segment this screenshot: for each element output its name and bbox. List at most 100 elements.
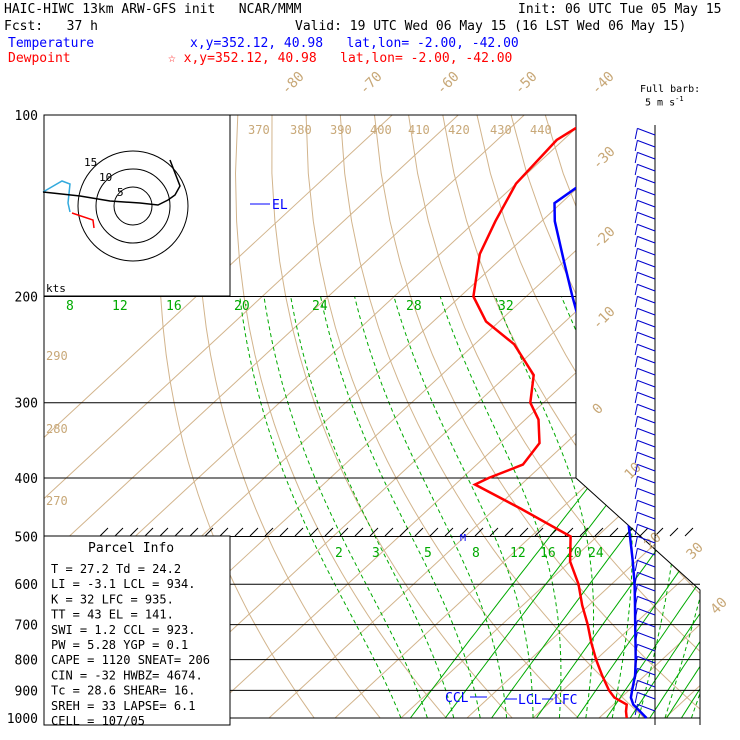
hatch-mark bbox=[399, 527, 409, 537]
hodograph-ring bbox=[95, 168, 171, 244]
parcel-info-row: Tc = 28.6 SHEAR= 16. bbox=[51, 684, 196, 698]
wind-barb-flag bbox=[634, 380, 638, 392]
isotherm-label: -60 bbox=[434, 69, 463, 98]
theta-label: 390 bbox=[330, 123, 352, 137]
wind-barb bbox=[637, 175, 656, 184]
wind-barb bbox=[637, 547, 656, 556]
wind-barb bbox=[637, 631, 656, 640]
moist-adiabat-line bbox=[638, 296, 679, 719]
wind-barb bbox=[637, 283, 656, 292]
wind-barb bbox=[637, 331, 656, 340]
isotherm-label: 10 bbox=[622, 460, 645, 483]
moist-adiabat-line bbox=[494, 296, 595, 719]
mixing-ratio-label: 16 bbox=[540, 546, 556, 561]
wind-barb-flag bbox=[634, 260, 638, 272]
wind-barb bbox=[637, 187, 656, 196]
wind-barb bbox=[637, 379, 656, 388]
wind-barb-flag bbox=[634, 176, 638, 188]
pressure-label: 1000 bbox=[7, 712, 38, 727]
theta-label: 370 bbox=[248, 123, 270, 137]
wind-barb-flag bbox=[634, 404, 638, 416]
wind-barb bbox=[637, 655, 656, 664]
isotherm-line bbox=[202, 115, 700, 719]
parcel-info-row: TT = 43 EL = 141. bbox=[51, 608, 174, 622]
temperature-legend-label: Temperature bbox=[8, 36, 95, 51]
mixing-ratio-label: 12 bbox=[510, 546, 526, 561]
wind-barb bbox=[637, 355, 656, 364]
wind-barb-flag bbox=[634, 344, 638, 356]
wind-barb bbox=[637, 667, 656, 676]
hodograph-box bbox=[43, 114, 231, 297]
wind-barb-flag bbox=[634, 188, 638, 200]
wind-barb-flag bbox=[634, 428, 638, 440]
isotherm-label: -10 bbox=[590, 304, 619, 333]
dry-adiabat-line bbox=[613, 115, 700, 719]
isotherm-label: -70 bbox=[357, 69, 386, 98]
isotherm-label: -40 bbox=[589, 69, 618, 98]
hodograph-ring-label: 15 bbox=[84, 156, 97, 169]
m-label: M bbox=[460, 533, 466, 544]
wind-barb bbox=[637, 391, 656, 400]
hatch-mark bbox=[114, 527, 124, 537]
hatch-mark bbox=[159, 527, 169, 537]
isotherm-line bbox=[400, 115, 700, 719]
barb-key-line2: 5 m s-1 bbox=[645, 94, 684, 108]
wind-barb bbox=[637, 619, 656, 628]
hatch-mark bbox=[429, 527, 439, 537]
wind-barb bbox=[637, 679, 656, 688]
moist-adiabat-line bbox=[690, 296, 700, 719]
pressure-label: 700 bbox=[15, 619, 38, 634]
mixing-ratio-label: 32 bbox=[498, 299, 514, 314]
mixing-ratio-label: 2 bbox=[335, 546, 343, 561]
parcel-info-row: T = 27.2 Td = 24.2 bbox=[51, 562, 181, 576]
mixing-ratio-line bbox=[666, 268, 700, 719]
parcel-info-row: CELL = 107/05 bbox=[51, 714, 145, 728]
dry-adiabat-line bbox=[197, 115, 381, 719]
wind-barb-flag bbox=[634, 356, 638, 368]
isotherm-label: -80 bbox=[279, 69, 308, 98]
mixing-ratio-line bbox=[410, 268, 700, 719]
wind-barb bbox=[637, 271, 656, 280]
wind-barb bbox=[637, 703, 656, 712]
wind-barb-flag bbox=[634, 320, 638, 332]
wind-barb-flag bbox=[634, 572, 638, 584]
theta-label: 410 bbox=[408, 123, 430, 137]
hatch-mark bbox=[384, 527, 394, 537]
hatch-mark bbox=[519, 527, 529, 537]
wind-barb-flag bbox=[634, 392, 638, 404]
hatch-mark bbox=[504, 527, 514, 537]
mixing-ratio-line bbox=[491, 268, 700, 719]
hodograph-units: kts bbox=[46, 282, 66, 295]
wind-barb bbox=[637, 463, 656, 472]
wind-barb bbox=[637, 247, 656, 256]
wind-barb-flag bbox=[634, 452, 638, 464]
theta-label: 420 bbox=[448, 123, 470, 137]
wind-barb-flag bbox=[634, 620, 638, 632]
wind-barb bbox=[637, 307, 656, 316]
wind-barb-flag bbox=[634, 560, 638, 572]
hodograph-trace-mid bbox=[42, 180, 71, 213]
theta-label: 270 bbox=[46, 494, 68, 508]
isotherm-line bbox=[598, 115, 700, 719]
isotherm-line bbox=[44, 115, 459, 719]
wind-barb-flag bbox=[634, 488, 638, 500]
wind-barb-flag bbox=[634, 608, 638, 620]
mixing-ratio-label: 16 bbox=[166, 299, 182, 314]
wind-barb-flag bbox=[634, 464, 638, 476]
dewpoint-location: ☆ x,y=352.12, 40.98 lat,lon= -2.00, -42.… bbox=[168, 51, 513, 66]
wind-barb bbox=[637, 523, 656, 532]
hatch-mark bbox=[354, 527, 364, 537]
wind-barb-flag bbox=[634, 332, 638, 344]
wind-barb-flag bbox=[634, 440, 638, 452]
hatch-mark bbox=[414, 527, 424, 537]
isotherm-label: -50 bbox=[512, 69, 541, 98]
wind-barb-flag bbox=[634, 140, 638, 152]
wind-barb bbox=[637, 595, 656, 604]
wind-barb bbox=[637, 691, 656, 700]
wind-barb-flag bbox=[634, 596, 638, 608]
dry-adiabat-line bbox=[716, 115, 740, 718]
dewpoint-legend-label: Dewpoint bbox=[8, 51, 71, 66]
wind-barb-flag bbox=[634, 128, 638, 140]
dry-adiabat-line bbox=[647, 115, 700, 719]
dewpoint-profile bbox=[472, 115, 629, 719]
